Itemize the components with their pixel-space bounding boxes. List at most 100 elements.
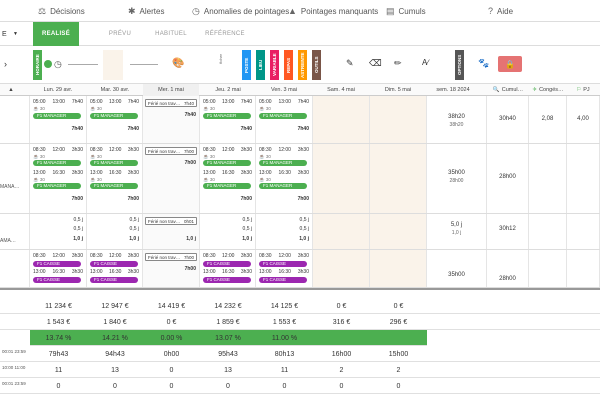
day-cell-weekend[interactable] [313, 144, 370, 213]
nav-alertes[interactable]: ✱ Alertes [128, 0, 164, 22]
day-cell[interactable]: 0,5 j 0,5 j 1,0 j [200, 214, 256, 249]
nav-anomalies[interactable]: ◷ Anomalies de pointages [192, 0, 289, 22]
conges-header[interactable]: ✈ Congés… [530, 84, 566, 96]
pj-header[interactable]: ⚐ PJ [568, 84, 598, 96]
signature-icon[interactable]: A∕ [422, 58, 429, 67]
poste-pill[interactable]: F1 CAISSE [33, 277, 81, 283]
nav-decisions[interactable]: ⚖ Décisions [38, 0, 85, 22]
poste-pill[interactable]: F1 CAISSE [90, 261, 138, 267]
day-header-3[interactable]: Jeu. 2 mai [215, 87, 241, 93]
employee-name[interactable] [0, 96, 30, 143]
toggle-icon[interactable] [44, 60, 52, 68]
day-cell[interactable]: 08:30 12:00 3h30 ☕ 30 F1 MANAGER 13:00 16:3… [30, 144, 87, 213]
options-tag[interactable]: OPTIONS [455, 50, 464, 80]
poste-pill[interactable]: F1 CAISSE [203, 261, 251, 267]
chevron-right-icon[interactable]: › [4, 59, 7, 69]
outils-tag[interactable]: OUTILS [312, 50, 321, 80]
day-cell[interactable]: 08:30 12:00 3h30 ☕ 30 F1 MANAGER 13:00 16:3… [200, 144, 256, 213]
day-header-6[interactable]: Dim. 5 mai [384, 87, 412, 93]
variable-tag[interactable]: VARIABLE [270, 50, 279, 80]
tab-reference[interactable]: RÉFÉRENCE [205, 31, 245, 37]
day-cell[interactable]: 05:00 13:00 7h40 ☕ 30 F1 MANAGER 7h40 [87, 96, 143, 143]
day-cell-weekend[interactable] [370, 250, 427, 287]
day-cell-holiday[interactable]: Férié non trav… 7h00 7h00 [143, 250, 200, 287]
tab-left-select[interactable]: E ▼ [0, 22, 22, 46]
nav-aide[interactable]: ? Aide [488, 0, 513, 22]
poste-pill[interactable]: F1 MANAGER [203, 113, 251, 119]
day-cell-holiday[interactable]: Férié non trav… 0h01 1,0 j [143, 214, 200, 249]
week-header[interactable]: sem. 18 2024 [436, 87, 470, 93]
day-cell-weekend[interactable] [370, 96, 427, 143]
employee-name-cell[interactable]: MANA… [0, 144, 30, 213]
day-cell[interactable]: 0,5 j 0,5 j 1,0 j [30, 214, 87, 249]
day-cell[interactable]: 08:30 12:00 3h30 F1 CAISSE 13:00 16:30 3h30 … [256, 250, 313, 287]
ferie-badge[interactable]: Férié non trav… 7h00 [145, 147, 197, 155]
nav-pointages-manquants[interactable]: ▲ Pointages manquants [288, 0, 378, 22]
poste-pill[interactable]: F1 CAISSE [259, 277, 307, 283]
poste-pill[interactable]: F1 CAISSE [259, 261, 307, 267]
poste-pill[interactable]: F1 MANAGER [259, 160, 307, 166]
time-input-start[interactable] [68, 64, 98, 65]
day-cell[interactable]: 08:30 12:00 3h30 F1 CAISSE 13:00 16:30 3h30 … [200, 250, 256, 287]
day-cell[interactable]: 0,5 j 0,5 j 1,0 j [256, 214, 313, 249]
repas-tag[interactable]: REPAS [284, 50, 293, 80]
poste-pill[interactable]: F1 MANAGER [33, 160, 81, 166]
ferie-badge[interactable]: Férié non trav… 7h00 [145, 253, 197, 261]
conges-cell [529, 144, 567, 213]
day-cell[interactable]: 05:00 13:00 7h40 ☕ 30 F1 MANAGER 7h40 [30, 96, 87, 143]
day-cell-holiday[interactable]: Férié non trav… 7h40 7h40 [143, 96, 200, 143]
nav-cumuls[interactable]: ▤ Cumuls [386, 0, 426, 22]
horaire-tag[interactable]: HORAIRE [33, 50, 42, 80]
day-header-4[interactable]: Ven. 3 mai [271, 87, 297, 93]
day-cell[interactable]: 08:30 12:00 3h30 ☕ 30 F1 MANAGER 13:00 16:3… [256, 144, 313, 213]
ferie-badge[interactable]: Férié non trav… 0h01 [145, 217, 197, 225]
poste-pill[interactable]: F1 CAISSE [33, 261, 81, 267]
brush-icon[interactable]: ✎ [346, 58, 354, 68]
poste-pill[interactable]: F1 MANAGER [259, 113, 307, 119]
poste-pill[interactable]: F1 MANAGER [90, 113, 138, 119]
day-cell[interactable]: 05:00 13:00 7h40 ☕ 30 F1 MANAGER 7h40 [200, 96, 256, 143]
day-cell-weekend[interactable] [313, 96, 370, 143]
day-cell[interactable]: 0,5 j 0,5 j 1,0 j [87, 214, 143, 249]
cumul-header[interactable]: 🔍 Cumul… [488, 84, 528, 96]
day-header-2[interactable]: Mer. 1 mai [143, 84, 199, 96]
poste-pill[interactable]: F1 MANAGER [259, 183, 307, 189]
poste-tag[interactable]: POSTE [242, 50, 251, 80]
poste-pill[interactable]: F1 MANAGER [90, 160, 138, 166]
day-cell-weekend[interactable] [370, 214, 427, 249]
pencil-icon[interactable]: ✏ [394, 58, 402, 68]
palette-icon[interactable]: 🎨 [172, 58, 185, 69]
tab-habituel[interactable]: HABITUEL [155, 31, 187, 37]
day-cell-weekend[interactable] [370, 144, 427, 213]
ferie-badge[interactable]: Férié non trav… 7h40 [145, 99, 197, 107]
poste-pill[interactable]: F1 MANAGER [33, 113, 81, 119]
lieu-tag[interactable]: LIEU [256, 50, 265, 80]
day-cell[interactable]: 08:30 12:00 3h30 F1 CAISSE 13:00 16:30 3h30 … [30, 250, 87, 287]
time-input-end[interactable] [130, 64, 158, 65]
poste-pill[interactable]: F1 CAISSE [203, 277, 251, 283]
employee-name-cell[interactable]: AMA… [0, 214, 30, 249]
poste-pill[interactable]: F1 MANAGER [203, 160, 251, 166]
poste-pill[interactable]: F1 MANAGER [33, 183, 81, 189]
poste-pill[interactable]: F1 CAISSE [90, 277, 138, 283]
clock-icon[interactable]: ◷ [54, 59, 62, 69]
day-header-0[interactable]: Lun. 29 avr. [43, 87, 73, 93]
tab-prevu[interactable]: PRÉVU [108, 31, 132, 37]
employee-name[interactable] [0, 250, 30, 287]
poste-pill[interactable]: F1 MANAGER [203, 183, 251, 189]
lock-button[interactable]: 🔒 [498, 56, 522, 72]
time-input-middle[interactable] [103, 50, 123, 80]
astreinte-tag[interactable]: ASTREINTE [298, 50, 307, 80]
day-header-5[interactable]: Sam. 4 mai [327, 87, 355, 93]
day-header-1[interactable]: Mar. 30 avr. [100, 87, 130, 93]
tab-realise[interactable]: REALISÉ [33, 22, 79, 46]
day-cell[interactable]: 05:00 13:00 7h40 ☕ 30 F1 MANAGER 7h40 [256, 96, 313, 143]
day-cell[interactable]: 08:30 12:00 3h30 ☕ 30 F1 MANAGER 13:00 16:3… [87, 144, 143, 213]
eraser-icon[interactable]: ⌫ [369, 58, 382, 68]
day-cell-weekend[interactable] [313, 250, 370, 287]
paw-icon[interactable]: 🐾 [478, 58, 490, 68]
day-cell[interactable]: 08:30 12:00 3h30 F1 CAISSE 13:00 16:30 3h30 … [87, 250, 143, 287]
day-cell-weekend[interactable] [313, 214, 370, 249]
poste-pill[interactable]: F1 MANAGER [90, 183, 138, 189]
day-cell-holiday[interactable]: Férié non trav… 7h00 7h00 [143, 144, 200, 213]
